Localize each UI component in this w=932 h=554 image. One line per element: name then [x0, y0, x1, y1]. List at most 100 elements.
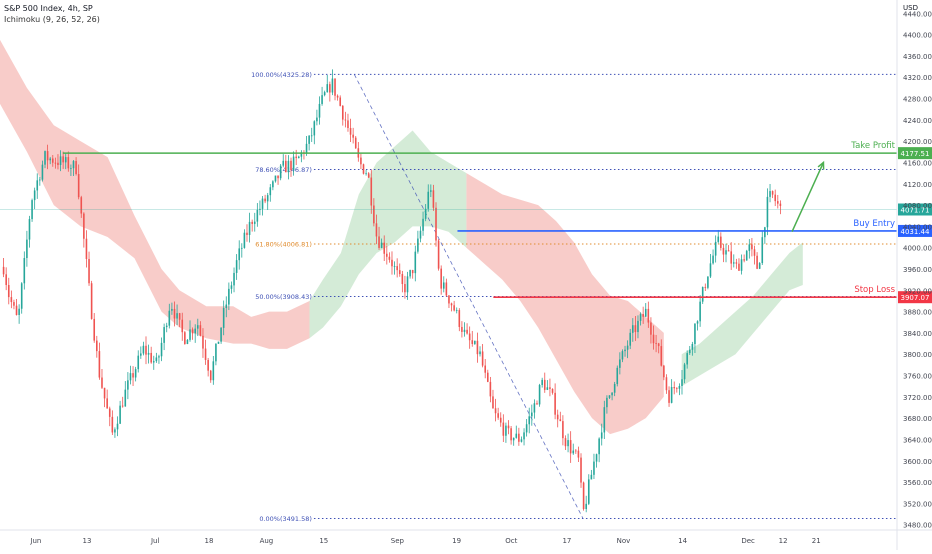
- candle-body: [13, 302, 15, 306]
- candle-body: [603, 407, 606, 433]
- level-price-text: 4177.51: [901, 150, 930, 158]
- candle-body: [158, 356, 160, 358]
- candle-body: [124, 389, 127, 407]
- candle-body: [103, 387, 106, 399]
- candle-body: [404, 284, 406, 293]
- y-tick-label: 4240.00: [903, 117, 932, 125]
- candle-body: [489, 381, 492, 397]
- candle-body: [619, 359, 621, 368]
- y-tick-label: 3880.00: [903, 309, 932, 317]
- candle-body: [116, 423, 119, 430]
- candle-body: [36, 180, 39, 191]
- fibonacci-retracement: 100.00%(4325.28) 78.60%(4146.87) 61.80%(40…: [251, 71, 897, 523]
- candle-body: [339, 97, 342, 106]
- candle-body: [269, 187, 272, 196]
- candle-body: [83, 213, 85, 239]
- candle-body: [287, 160, 290, 173]
- candle-body: [525, 424, 528, 433]
- candle-body: [580, 457, 582, 483]
- candle-body: [406, 276, 409, 293]
- candle-body: [388, 256, 391, 260]
- candle-body: [220, 327, 222, 342]
- candle-body: [665, 377, 668, 391]
- candle-body: [419, 230, 422, 239]
- candle-body: [80, 197, 83, 214]
- candle-body: [326, 84, 329, 93]
- candle-body: [492, 396, 494, 409]
- candle-body: [593, 461, 595, 475]
- candle-body: [98, 351, 101, 378]
- candle-body: [611, 392, 613, 396]
- candle-body: [676, 388, 678, 390]
- level-price-badge: [898, 224, 932, 237]
- candle-body: [626, 345, 629, 350]
- candle-body: [15, 305, 18, 315]
- candle-body: [678, 385, 681, 389]
- candle-body: [606, 397, 608, 408]
- candle-body: [194, 328, 197, 334]
- candle-body: [422, 218, 424, 231]
- candle-body: [264, 198, 266, 202]
- candle-body: [331, 78, 334, 93]
- candle-body: [577, 450, 580, 458]
- candle-body: [57, 162, 59, 166]
- candle-body: [196, 325, 199, 329]
- candle-body: [119, 405, 121, 424]
- candle-body: [209, 370, 212, 381]
- candle-body: [176, 313, 178, 319]
- candle-body: [212, 361, 215, 381]
- level-name-label: Buy Entry: [853, 219, 895, 229]
- candle-body: [657, 343, 660, 347]
- candle-body: [178, 313, 181, 320]
- candle-body: [171, 308, 173, 311]
- candle-body: [378, 236, 380, 248]
- candle-body: [54, 162, 57, 164]
- candle-body: [256, 209, 259, 222]
- candle-body: [650, 322, 652, 335]
- candle-body: [243, 232, 246, 248]
- candle-body: [624, 349, 626, 352]
- y-tick-label: 4000.00: [903, 245, 932, 253]
- fib-level-label: 50.00%(3908.43): [255, 293, 312, 301]
- candle-body: [455, 310, 458, 311]
- fib-level-label: 0.00%(3491.58): [259, 515, 312, 523]
- candle-body: [585, 503, 587, 510]
- candle-body: [106, 398, 108, 409]
- x-tick-label: Dec: [741, 537, 755, 545]
- candle-body: [290, 160, 292, 170]
- candle-body: [305, 143, 308, 154]
- x-tick-label: Oct: [505, 537, 517, 545]
- candle-body: [44, 151, 46, 165]
- candle-body: [774, 194, 777, 202]
- candle-body: [720, 236, 722, 248]
- candle-body: [33, 190, 36, 201]
- candle-body: [474, 340, 476, 344]
- fib-level-label: 78.60%(4146.87): [255, 166, 312, 174]
- candle-body: [505, 425, 507, 436]
- candle-body: [479, 351, 481, 355]
- candle-body: [67, 157, 70, 169]
- y-tick-label: 4120.00: [903, 181, 932, 189]
- candle-body: [316, 117, 318, 122]
- candle-body: [494, 408, 497, 414]
- candle-body: [652, 334, 655, 344]
- candle-body: [694, 323, 696, 345]
- candle-body: [564, 438, 567, 447]
- candle-body: [575, 450, 577, 452]
- candle-body: [295, 156, 297, 159]
- candle-body: [613, 384, 616, 393]
- candle-body: [486, 372, 489, 382]
- candle-body: [360, 157, 362, 165]
- candle-body: [629, 332, 632, 346]
- candle-body: [727, 250, 730, 252]
- candle-body: [207, 359, 209, 371]
- candle-body: [471, 340, 474, 344]
- level-price-text: 3907.07: [901, 294, 930, 302]
- candle-body: [64, 157, 67, 163]
- candle-body: [300, 152, 303, 157]
- candle-body: [401, 274, 404, 285]
- y-tick-label: 3960.00: [903, 266, 932, 274]
- candle-body: [393, 266, 396, 267]
